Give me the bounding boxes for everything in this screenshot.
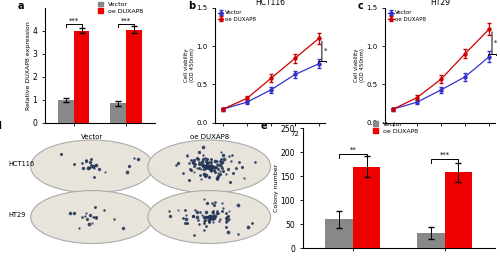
Circle shape [148, 190, 270, 243]
Legend: Vector, oe DUXAP8: Vector, oe DUXAP8 [388, 10, 426, 22]
Text: ***: *** [121, 17, 131, 23]
Bar [353, 166, 380, 248]
Text: HT29: HT29 [8, 212, 25, 218]
Text: a: a [18, 1, 24, 11]
Circle shape [30, 140, 154, 193]
Text: ***: *** [440, 152, 450, 158]
Y-axis label: Cell viability
(OD 450nm): Cell viability (OD 450nm) [184, 48, 195, 82]
Title: HCT116: HCT116 [255, 0, 285, 7]
Circle shape [148, 140, 270, 193]
Text: ***: *** [68, 18, 79, 24]
Bar [126, 29, 142, 123]
Text: **: ** [350, 147, 356, 153]
Bar [417, 233, 444, 248]
Text: *: * [494, 40, 498, 46]
Circle shape [30, 190, 154, 243]
Legend: Vector, oe DUXAP8: Vector, oe DUXAP8 [373, 122, 418, 134]
Text: Vector: Vector [81, 134, 103, 140]
Text: oe DUXAP8: oe DUXAP8 [190, 134, 229, 140]
Legend: Vector, oe DUXAP8: Vector, oe DUXAP8 [98, 2, 142, 14]
Text: d: d [0, 121, 2, 131]
Legend: Vector, oe DUXAP8: Vector, oe DUXAP8 [218, 10, 256, 22]
Bar [444, 172, 472, 248]
Text: HCT116: HCT116 [8, 161, 34, 167]
Title: HT29: HT29 [430, 0, 450, 7]
Bar [58, 100, 74, 123]
Text: b: b [188, 1, 195, 11]
Bar [74, 31, 90, 123]
Bar [326, 219, 353, 248]
Text: *: * [324, 48, 328, 54]
Text: e: e [260, 121, 267, 131]
Y-axis label: Colony number: Colony number [274, 164, 279, 212]
Y-axis label: Relative DUXAP8 expression: Relative DUXAP8 expression [26, 21, 31, 110]
Bar [110, 103, 126, 123]
Y-axis label: Cell viability
(OD 450nm): Cell viability (OD 450nm) [354, 48, 365, 82]
Text: c: c [358, 1, 364, 11]
